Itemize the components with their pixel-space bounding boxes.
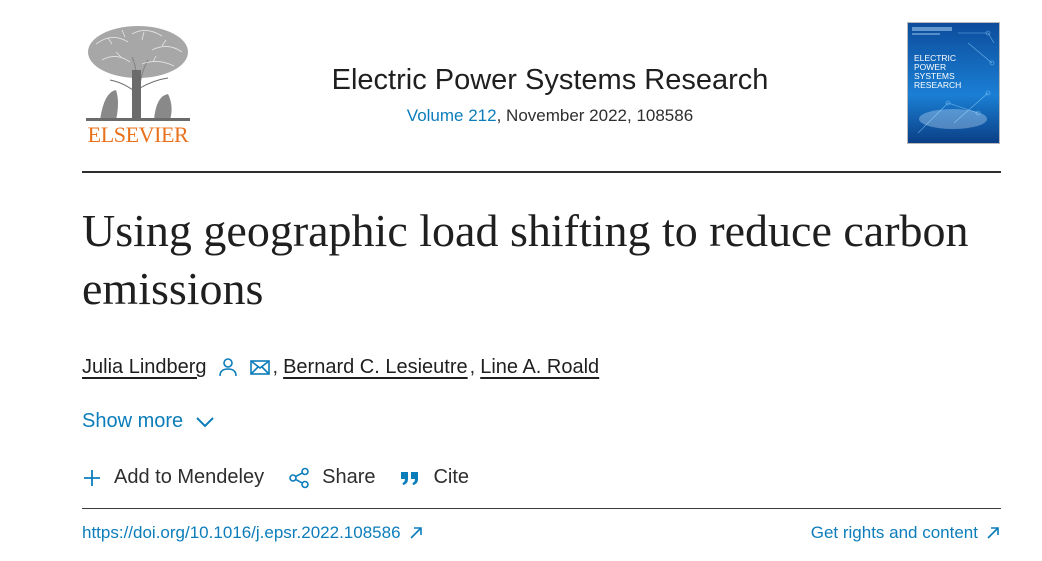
mendeley-label: Add to Mendeley: [114, 466, 265, 488]
email-icon[interactable]: [249, 356, 271, 378]
show-more-label: Show more: [82, 410, 184, 432]
author-separator-1: ,: [272, 355, 279, 378]
cover-title-line-2: POWER: [914, 62, 946, 72]
elsevier-wordmark: ELSEVIER: [87, 122, 189, 147]
cover-title-line-3: SYSTEMS: [914, 71, 955, 81]
share-button[interactable]: Share: [288, 466, 375, 489]
journal-cover-art: ELECTRIC POWER SYSTEMS RESEARCH: [908, 23, 999, 143]
elsevier-tree-icon: [86, 26, 190, 121]
doi-text: https://doi.org/10.1016/j.epsr.2022.1085…: [82, 523, 401, 542]
person-icon[interactable]: [217, 356, 239, 378]
cite-button[interactable]: Cite: [399, 466, 469, 489]
cover-title-line-1: ELECTRIC: [914, 53, 956, 63]
show-more-button[interactable]: Show more: [82, 410, 215, 433]
rights-text: Get rights and content: [810, 523, 978, 542]
elsevier-logo[interactable]: ELSEVIER: [82, 22, 194, 147]
external-link-icon: [987, 527, 999, 539]
chevron-down-icon: [196, 416, 214, 427]
plus-icon: [84, 469, 100, 486]
author-separator-2: ,: [469, 355, 476, 378]
journal-heading: Electric Power Systems Research Volume 2…: [220, 60, 880, 128]
cite-label: Cite: [433, 466, 470, 488]
article-title: Using geographic load shifting to reduce…: [82, 205, 969, 314]
add-to-mendeley-button[interactable]: Add to Mendeley: [82, 466, 264, 489]
header-divider: [82, 171, 1001, 173]
share-label: Share: [322, 466, 376, 488]
share-icon: [289, 467, 309, 488]
author-name-1[interactable]: Julia Lindberg: [82, 355, 207, 378]
volume-link[interactable]: Volume 212: [406, 106, 497, 125]
author-name-3[interactable]: Line A. Roald: [480, 355, 600, 378]
cover-title-line-4: RESEARCH: [914, 80, 961, 90]
author-list: Julia Lindberg , Bernard C. Lesieutre , …: [82, 352, 599, 382]
actions-divider: [82, 508, 1001, 509]
external-link-icon: [409, 527, 422, 539]
journal-title[interactable]: Electric Power Systems Research: [331, 64, 769, 96]
doi-link[interactable]: https://doi.org/10.1016/j.epsr.2022.1085…: [82, 523, 423, 543]
author-name-2[interactable]: Bernard C. Lesieutre: [283, 355, 468, 378]
journal-issue-info: Volume 212, November 2022, 108586: [220, 104, 880, 128]
quote-icon: [401, 471, 419, 485]
issue-details: , November 2022, 108586: [496, 106, 694, 125]
article-actions: Add to Mendeley Share Cite: [82, 466, 493, 489]
get-rights-link[interactable]: Get rights and content: [811, 523, 1000, 543]
journal-cover-image[interactable]: ELECTRIC POWER SYSTEMS RESEARCH: [907, 22, 1000, 144]
